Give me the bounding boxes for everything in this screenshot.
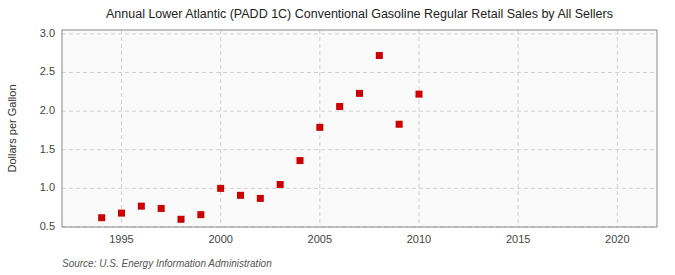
y-grid-line xyxy=(62,188,657,189)
point xyxy=(356,90,363,97)
chart-svg: 0.5 1.0 1.5 2.0 2.5 3.0 1995 2000 2005 2010 2015 20… xyxy=(0,0,675,275)
grid xyxy=(62,30,657,227)
y-tick-label: 1.5 xyxy=(40,143,55,155)
y-grid-line xyxy=(62,111,657,112)
point xyxy=(237,192,244,199)
point xyxy=(396,121,403,128)
point xyxy=(316,124,323,131)
point xyxy=(257,195,264,202)
y-axis-label: Dollars per Gallon xyxy=(6,84,18,172)
x-grid-line xyxy=(617,30,618,227)
x-tick-label: 1995 xyxy=(109,233,133,245)
x-tick-label: 2010 xyxy=(407,233,431,245)
y-tick-label: 3.0 xyxy=(40,27,55,39)
y-tick-label: 2.5 xyxy=(40,65,55,77)
plot-frame xyxy=(62,30,657,227)
chart-container: 0.5 1.0 1.5 2.0 2.5 3.0 1995 2000 2005 2010 2015 20… xyxy=(0,0,675,275)
x-grid-line xyxy=(121,30,122,227)
x-grid-line xyxy=(419,30,420,227)
point xyxy=(277,181,284,188)
point xyxy=(158,205,165,212)
x-tick-label: 2015 xyxy=(506,233,530,245)
plot-background xyxy=(62,30,657,227)
axes: 0.5 1.0 1.5 2.0 2.5 3.0 1995 2000 2005 2010 2015 20… xyxy=(40,27,657,245)
y-grid-line xyxy=(62,72,657,73)
y-tick-label: 1.0 xyxy=(40,181,55,193)
x-tick-label: 2020 xyxy=(605,233,629,245)
y-grid-line xyxy=(62,149,657,150)
point xyxy=(197,211,204,218)
y-tick-label: 2.0 xyxy=(40,104,55,116)
source-note: Source: U.S. Energy Information Administ… xyxy=(62,258,272,269)
point xyxy=(118,210,125,217)
y-tick-label: 0.5 xyxy=(40,220,55,232)
x-tick-label: 2000 xyxy=(208,233,232,245)
point xyxy=(297,157,304,164)
point xyxy=(217,185,224,192)
point xyxy=(138,203,145,210)
x-grid-line xyxy=(220,30,221,227)
point xyxy=(376,52,383,59)
point xyxy=(336,103,343,110)
x-grid-line xyxy=(518,30,519,227)
y-grid-line xyxy=(62,33,657,34)
points xyxy=(98,52,422,223)
point xyxy=(178,216,185,223)
point xyxy=(416,91,423,98)
chart-title: Annual Lower Atlantic (PADD 1C) Conventi… xyxy=(106,7,613,21)
x-tick-label: 2005 xyxy=(308,233,332,245)
point xyxy=(98,214,105,221)
